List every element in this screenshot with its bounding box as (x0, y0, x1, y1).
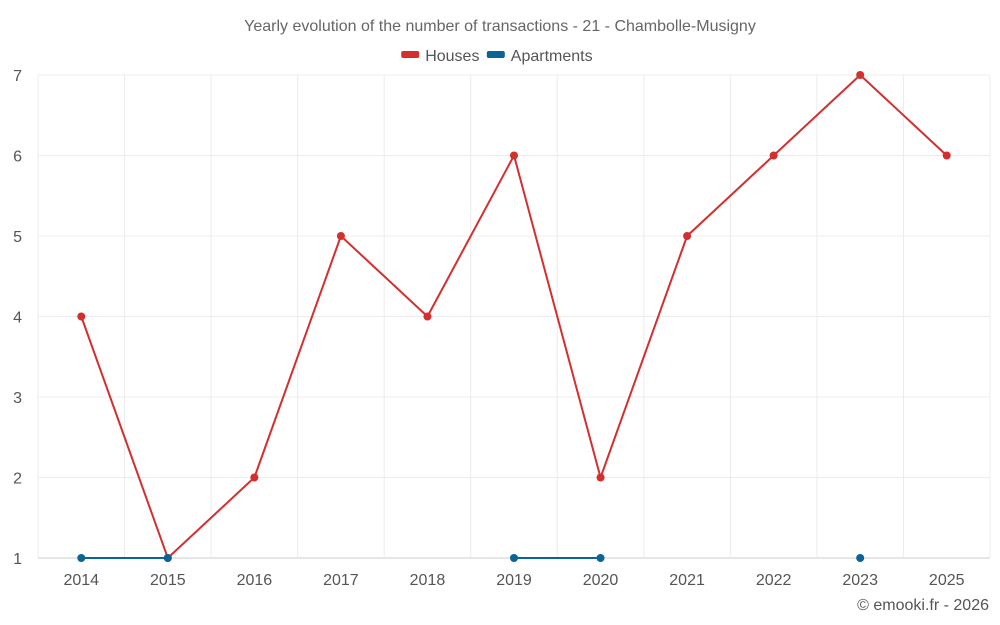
x-tick-label: 2016 (237, 572, 273, 589)
x-tick-label: 2025 (929, 572, 965, 589)
x-tick-label: 2023 (842, 572, 878, 589)
x-tick-label: 2021 (669, 572, 705, 589)
data-point-houses[interactable] (856, 71, 865, 79)
legend: Houses Apartments (401, 48, 593, 65)
legend-label-houses: Houses (425, 48, 479, 65)
data-point-houses[interactable] (769, 151, 778, 160)
data-point-apartments[interactable] (596, 554, 605, 562)
x-tick-label: 2014 (63, 572, 99, 589)
data-point-houses[interactable] (683, 232, 692, 240)
legend-swatch-houses (401, 51, 420, 58)
y-tick-label: 5 (13, 229, 22, 246)
x-tick-label: 2022 (756, 572, 792, 589)
y-axis: 1 2 3 4 5 6 7 (13, 68, 22, 568)
x-tick-label: 2018 (410, 572, 446, 589)
legend-item-houses[interactable]: Houses (401, 48, 479, 65)
data-point-apartments[interactable] (163, 554, 172, 562)
series-layer (77, 71, 951, 562)
data-point-houses[interactable] (596, 473, 605, 482)
y-tick-label: 3 (13, 390, 22, 407)
chart-title: Yearly evolution of the number of transa… (244, 18, 756, 35)
y-tick-label: 1 (13, 551, 22, 568)
x-tick-label: 2020 (583, 572, 619, 589)
data-point-houses[interactable] (942, 151, 951, 160)
data-point-apartments[interactable] (510, 554, 518, 562)
data-point-houses[interactable] (423, 312, 432, 321)
y-tick-label: 7 (13, 68, 22, 85)
data-point-houses[interactable] (336, 232, 345, 240)
y-tick-label: 2 (13, 471, 22, 488)
x-axis: 2014 2015 2016 2017 2018 2019 2020 2021 2022 2023… (63, 572, 964, 589)
x-tick-label: 2017 (323, 572, 359, 589)
x-tick-label: 2019 (496, 572, 532, 589)
data-point-apartments[interactable] (77, 554, 86, 562)
x-tick-label: 2015 (150, 572, 186, 589)
data-point-houses[interactable] (510, 151, 518, 160)
grid (37, 74, 991, 559)
legend-item-apartments[interactable]: Apartments (486, 48, 593, 65)
legend-swatch-apartments (486, 51, 505, 58)
credit-text: © emooki.fr - 2026 (857, 597, 989, 614)
data-point-houses[interactable] (250, 473, 259, 482)
y-tick-label: 4 (13, 310, 22, 327)
legend-label-apartments: Apartments (511, 48, 593, 65)
data-point-apartments[interactable] (856, 554, 865, 562)
y-tick-label: 6 (13, 149, 22, 166)
data-point-houses[interactable] (77, 312, 86, 321)
